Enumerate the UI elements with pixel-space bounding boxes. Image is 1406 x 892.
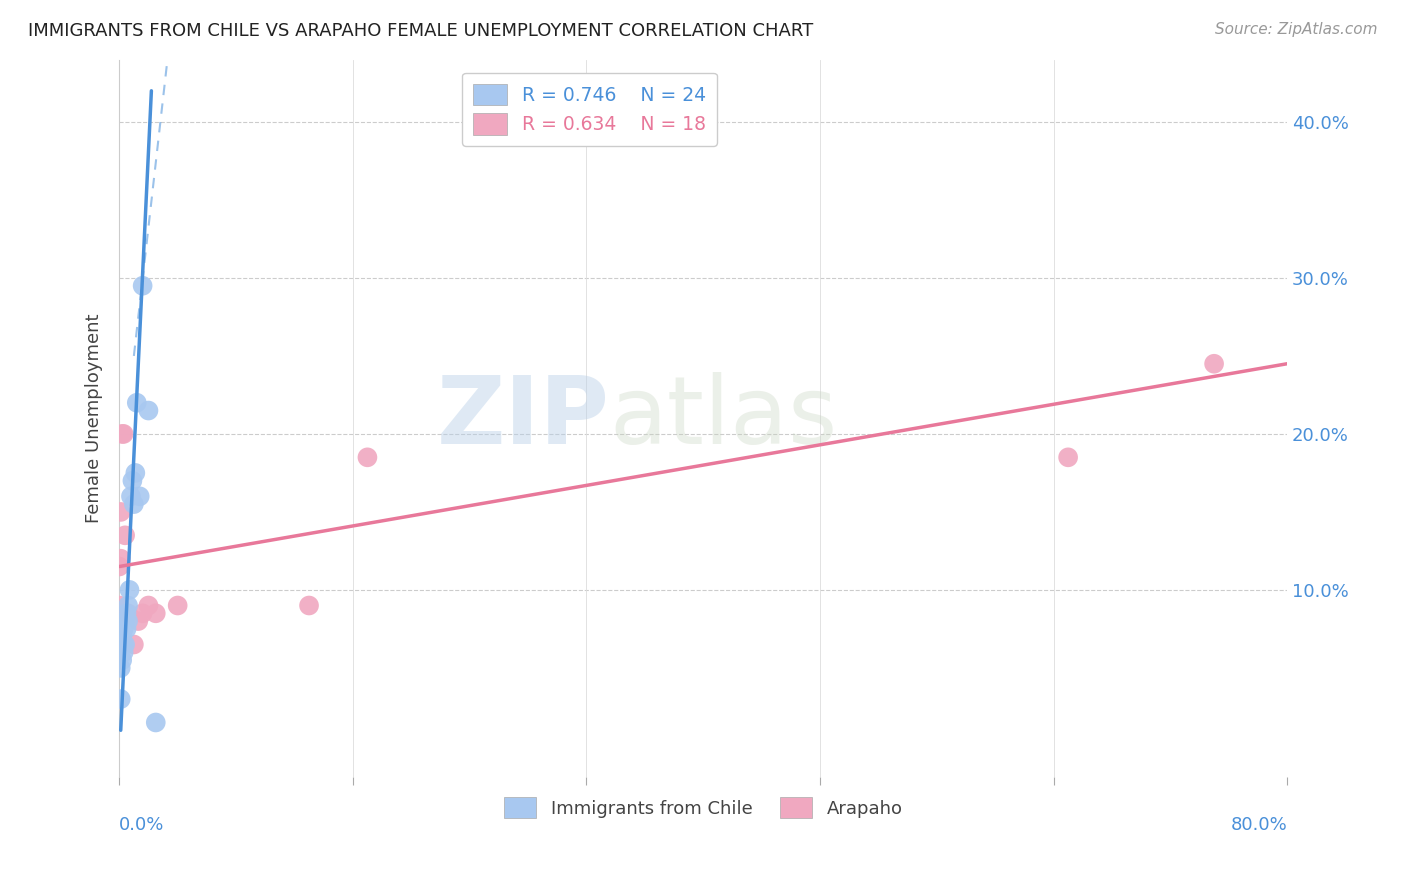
Point (120, 489, 142, 503)
Point (114, 528, 136, 542)
Point (138, 599, 160, 613)
Point (117, 614, 139, 628)
Point (114, 614, 136, 628)
Point (112, 638, 135, 652)
Point (121, 474, 143, 488)
Text: IMMIGRANTS FROM CHILE VS ARAPAHO FEMALE UNEMPLOYMENT CORRELATION CHART: IMMIGRANTS FROM CHILE VS ARAPAHO FEMALE … (28, 22, 813, 40)
Point (1057, 450, 1080, 465)
Point (112, 645, 135, 659)
Point (356, 450, 378, 465)
Text: 0.0%: 0.0% (120, 816, 165, 834)
Point (128, 489, 150, 503)
Point (110, 661, 132, 675)
Legend: Immigrants from Chile, Arapaho: Immigrants from Chile, Arapaho (496, 790, 910, 825)
Point (117, 607, 139, 621)
Point (166, 599, 188, 613)
Point (115, 622, 138, 636)
Point (145, 715, 167, 730)
Point (108, 559, 131, 574)
Point (110, 505, 132, 519)
Point (1204, 357, 1226, 371)
Point (114, 638, 136, 652)
Point (124, 466, 146, 480)
Point (111, 630, 134, 644)
Point (122, 497, 145, 511)
Point (110, 551, 132, 566)
Point (118, 582, 141, 597)
Point (110, 692, 132, 706)
Point (127, 614, 149, 628)
Point (145, 607, 167, 621)
Point (131, 278, 153, 293)
Text: ZIP: ZIP (437, 372, 610, 465)
Point (112, 622, 135, 636)
Point (125, 396, 148, 410)
Y-axis label: Female Unemployment: Female Unemployment (86, 314, 103, 523)
Point (131, 607, 153, 621)
Text: 80.0%: 80.0% (1230, 816, 1286, 834)
Text: atlas: atlas (610, 372, 838, 465)
Point (117, 599, 139, 613)
Text: Source: ZipAtlas.com: Source: ZipAtlas.com (1215, 22, 1378, 37)
Point (111, 638, 134, 652)
Point (112, 426, 135, 441)
Point (108, 599, 131, 613)
Point (298, 599, 321, 613)
Point (115, 607, 138, 621)
Point (111, 426, 134, 441)
Point (111, 653, 134, 667)
Point (122, 638, 145, 652)
Point (138, 403, 160, 417)
